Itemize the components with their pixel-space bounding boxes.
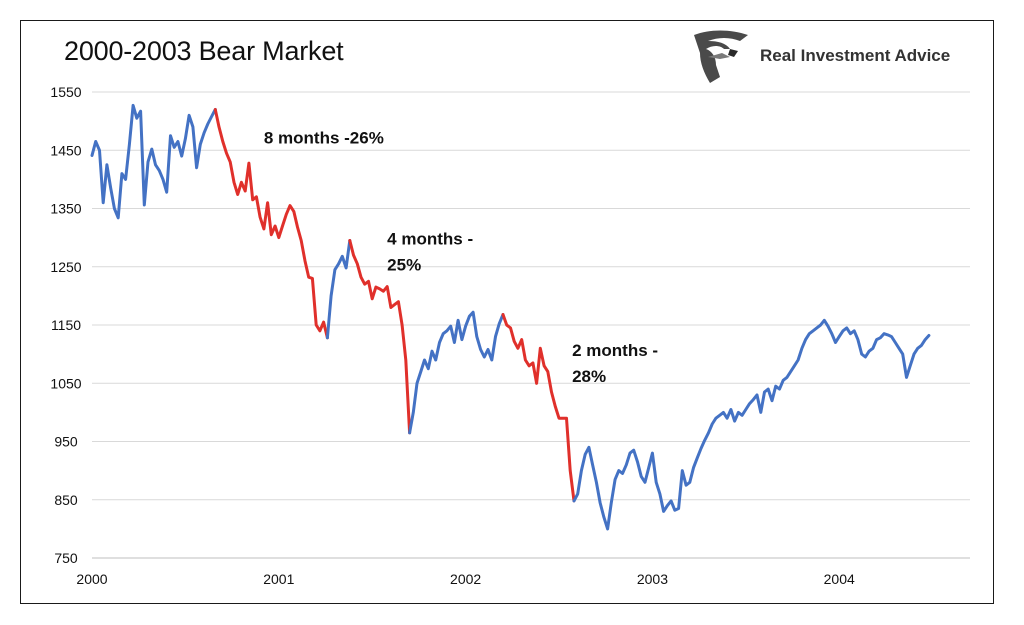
drawdown-annotation: 28% bbox=[572, 367, 606, 386]
series-line-advance bbox=[572, 318, 931, 531]
annotations: 8 months -26% 4 months - 25% 2 months - 28% bbox=[264, 128, 658, 386]
drawdown-annotation: 25% bbox=[387, 256, 421, 275]
series-line-decline bbox=[213, 108, 329, 340]
axes: 750 850 950 1050 1150 1250 1350 1450 1550 2000 200… bbox=[50, 84, 970, 587]
y-tick-label: 1550 bbox=[50, 84, 81, 100]
eagle-head-icon bbox=[694, 30, 748, 83]
y-tick-label: 1350 bbox=[50, 201, 81, 217]
chart-frame bbox=[20, 20, 994, 604]
y-tick-label: 1150 bbox=[51, 317, 81, 333]
drawdown-annotation: 4 months - bbox=[387, 230, 473, 249]
grid-lines bbox=[92, 91, 970, 501]
x-tick-label: 2002 bbox=[450, 571, 481, 587]
x-tick-label: 2001 bbox=[263, 571, 294, 587]
x-tick-label: 2003 bbox=[637, 571, 668, 587]
series-lines bbox=[90, 103, 931, 531]
y-tick-label: 750 bbox=[54, 550, 78, 566]
series-line-advance bbox=[408, 310, 505, 435]
y-tick-label: 950 bbox=[54, 434, 78, 450]
y-tick-label: 1050 bbox=[50, 375, 81, 391]
y-tick-label: 1250 bbox=[50, 259, 81, 275]
series-line-decline bbox=[348, 239, 412, 435]
series-line-advance bbox=[325, 239, 352, 340]
brand-name: Real Investment Advice bbox=[760, 46, 951, 65]
series-line-advance bbox=[90, 103, 217, 220]
y-tick-label: 1450 bbox=[50, 142, 81, 158]
drawdown-annotation: 2 months - bbox=[572, 341, 658, 360]
brand-logo: Real Investment Advice bbox=[690, 26, 950, 86]
y-tick-label: 850 bbox=[54, 492, 78, 508]
x-tick-label: 2004 bbox=[824, 571, 855, 587]
series-line-decline bbox=[501, 313, 576, 503]
chart-title: 2000-2003 Bear Market bbox=[64, 36, 344, 66]
drawdown-annotation: 8 months -26% bbox=[264, 128, 384, 147]
x-tick-label: 2000 bbox=[76, 571, 107, 587]
